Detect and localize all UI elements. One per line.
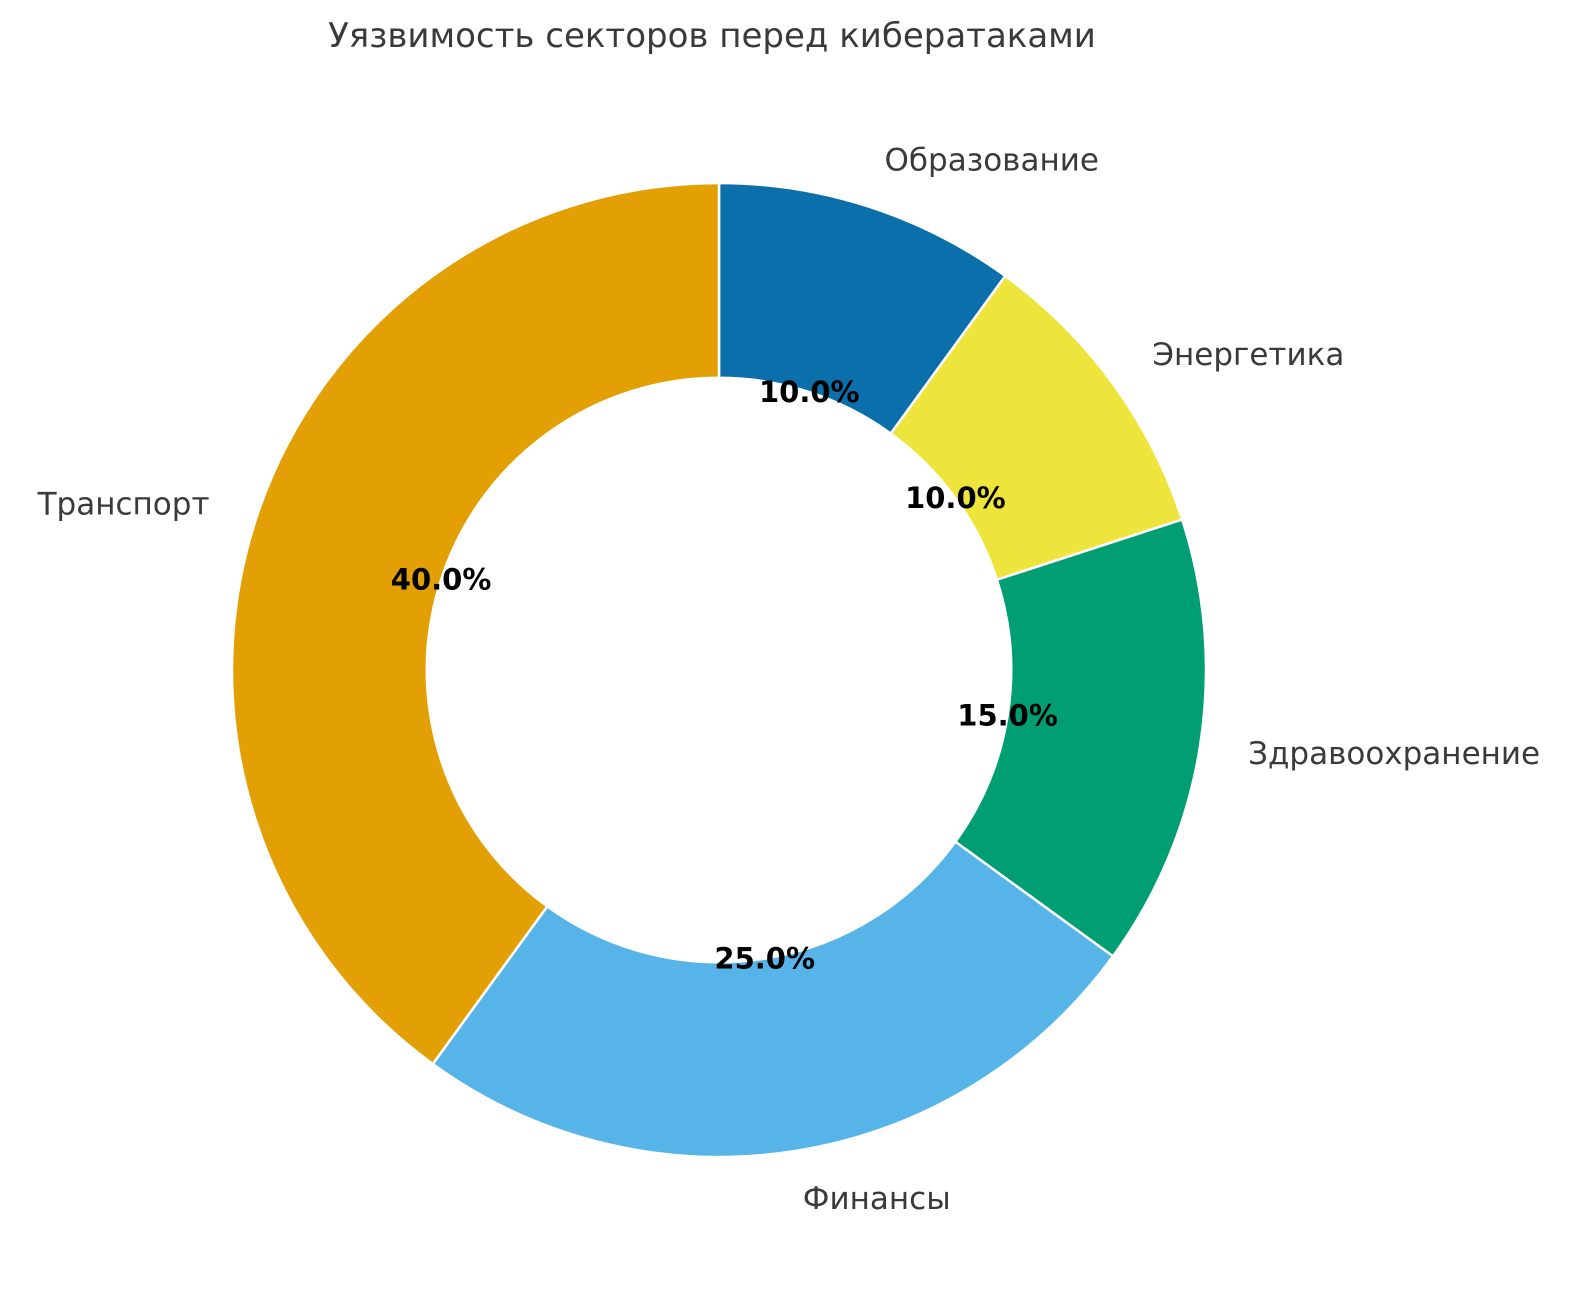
- pie-pct-label-0: 10.0%: [759, 375, 860, 409]
- pie-category-label-4: Транспорт: [37, 486, 210, 522]
- pie-pct-label-4: 40.0%: [391, 563, 492, 597]
- chart-title: Уязвимость секторов перед кибератаками: [328, 16, 1096, 56]
- pie-category-label-2: Здравоохранение: [1248, 736, 1540, 772]
- pie-category-label-0: Образование: [885, 143, 1099, 179]
- pie-category-label-1: Энергетика: [1152, 337, 1344, 373]
- pie-slice-4: [230, 181, 721, 1066]
- pie-pct-label-1: 10.0%: [905, 481, 1006, 515]
- pie-pct-label-3: 25.0%: [714, 942, 815, 976]
- pie-slice-3: [431, 840, 1115, 1159]
- pie-pct-label-2: 15.0%: [957, 699, 1058, 733]
- pie-category-label-3: Финансы: [803, 1181, 951, 1217]
- pie-slice-2: [954, 518, 1208, 958]
